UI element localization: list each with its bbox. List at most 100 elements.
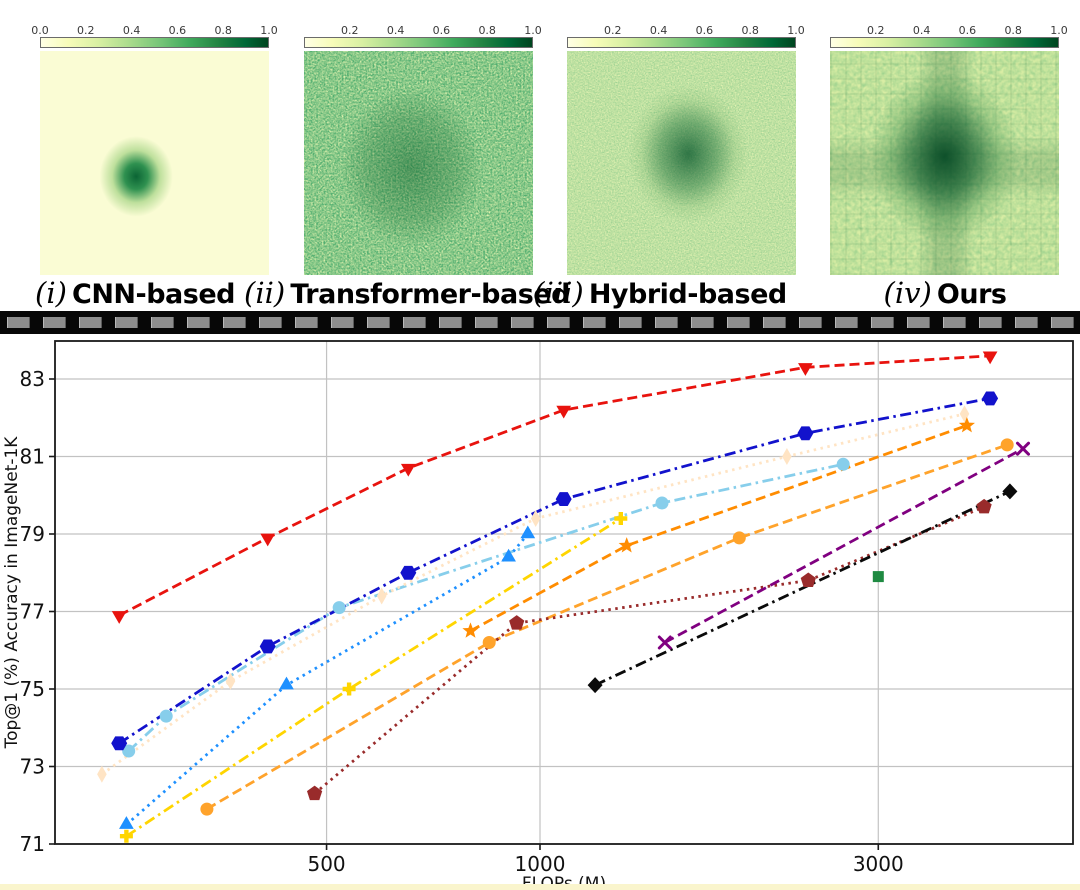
- colorbar-tick-label: 0.4: [912, 24, 931, 37]
- colorbar: [40, 37, 269, 48]
- data-point-marker: [618, 537, 635, 553]
- data-point-marker: [982, 351, 998, 365]
- colorbar-tick-label: 0.0: [31, 24, 49, 37]
- colorbar-tick-label: 0.6: [695, 24, 714, 37]
- data-point-marker: [782, 448, 792, 465]
- erf-blob: [567, 51, 796, 275]
- data-point-marker: [462, 622, 479, 638]
- series-markers: [122, 457, 850, 758]
- colorbar: [830, 37, 1059, 48]
- y-axis-label: Top@1 (%) Accuracy in ImageNet-1K: [2, 436, 22, 750]
- data-point-marker: [111, 611, 127, 624]
- series-line: [664, 447, 1024, 644]
- heatmap-cnn: [40, 51, 269, 275]
- colorbar-tick-label: 0.2: [77, 24, 95, 37]
- data-point-marker: [509, 615, 525, 630]
- x-tick-label: 500: [307, 852, 345, 876]
- colorbar-tick-label: 0.8: [1004, 24, 1022, 37]
- colorbar-tick-label: 0.2: [341, 24, 359, 37]
- colorbar-tick-label: 0.6: [168, 24, 187, 37]
- y-tick-label: 73: [20, 755, 45, 779]
- caption-hybrid: (iii) Hybrid-based: [533, 276, 787, 310]
- erf-panel-hybrid: 0.2 0.4 0.6 0.8 1.0: [567, 24, 805, 275]
- data-point-marker: [279, 676, 294, 690]
- caption-transformer: (ii) Transformer-based: [244, 276, 570, 310]
- data-point-marker: [501, 548, 516, 562]
- colorbar-tick-label: 0.8: [741, 24, 759, 37]
- data-point-marker: [225, 672, 236, 690]
- colorbar: [304, 37, 533, 48]
- heatmap-transformer: [304, 51, 533, 275]
- erf-blob: [304, 51, 533, 275]
- data-point-marker: [797, 426, 814, 441]
- data-point-marker: [1002, 483, 1018, 500]
- series-line: [206, 443, 1008, 811]
- series-line: [125, 533, 529, 826]
- series-line: [118, 354, 991, 617]
- colorbar-tick-label: 1.0: [524, 24, 542, 37]
- data-point-marker: [976, 498, 992, 514]
- series-markers: [119, 512, 628, 843]
- series-line: [594, 490, 1011, 687]
- data-point-marker: [958, 417, 975, 433]
- series-markers: [200, 438, 1014, 816]
- erf-blob: [40, 51, 269, 275]
- accuracy-flops-chart: 71 73 75 77 79 81 83 500 1000 3000 FLOPs (M) Top@1 …: [0, 334, 1080, 890]
- data-point-marker: [332, 601, 346, 615]
- y-tick-label: 75: [20, 677, 45, 701]
- data-point-marker: [119, 829, 133, 843]
- data-point-marker: [342, 682, 356, 696]
- series-markers: [306, 498, 992, 801]
- data-point-marker: [376, 587, 387, 605]
- next-figure-edge: [0, 884, 1080, 890]
- y-tick-label: 81: [20, 445, 45, 469]
- thumbnail-strip-divider: [0, 311, 1080, 334]
- series-markers: [462, 417, 975, 638]
- plot-border: [54, 340, 1074, 845]
- y-tick-label: 79: [20, 522, 45, 546]
- data-point-marker: [530, 510, 541, 527]
- data-point-marker: [200, 802, 214, 816]
- data-point-marker: [982, 391, 999, 406]
- data-point-marker: [657, 635, 672, 650]
- data-point-marker: [732, 531, 746, 545]
- data-point-marker: [400, 565, 417, 580]
- data-point-marker: [306, 785, 323, 801]
- colorbar-tick-label: 0.4: [386, 24, 405, 37]
- series-markers: [587, 483, 1018, 694]
- caption-roman: (ii): [244, 276, 286, 310]
- y-tick-label: 71: [20, 832, 45, 856]
- data-point-marker: [520, 525, 536, 539]
- data-point-marker: [836, 457, 850, 471]
- data-point-marker: [259, 639, 276, 654]
- colorbar-ticks: 0.0 0.2 0.4 0.6 0.8 1.0: [31, 24, 278, 37]
- data-point-marker: [260, 533, 276, 547]
- colorbar-tick-label: 0.4: [122, 24, 141, 37]
- colorbar-ticks: 0.2 0.4 0.6 0.8 1.0: [304, 24, 542, 37]
- x-tick-label: 1000: [515, 852, 566, 876]
- colorbar-ticks: 0.2 0.4 0.6 0.8 1.0: [830, 24, 1068, 37]
- colorbar-tick-label: 0.8: [478, 24, 496, 37]
- series-line: [125, 517, 622, 838]
- data-point-marker: [400, 463, 416, 477]
- heatmap-ours: [830, 51, 1059, 275]
- y-tick-label: 83: [20, 367, 45, 391]
- erf-panel-transformer: 0.2 0.4 0.6 0.8 1.0: [304, 24, 542, 275]
- data-point-marker: [1016, 441, 1030, 456]
- data-point-marker: [587, 677, 603, 694]
- data-point-marker: [872, 571, 884, 583]
- data-point-marker: [482, 636, 496, 649]
- colorbar-ticks: 0.2 0.4 0.6 0.8 1.0: [567, 24, 805, 37]
- erf-blob: [830, 51, 1059, 275]
- data-point-marker: [798, 363, 813, 376]
- data-point-marker: [555, 492, 572, 507]
- caption-roman: (iv): [883, 276, 932, 310]
- data-point-marker: [119, 816, 134, 829]
- caption-roman: (iii): [533, 276, 584, 310]
- series-markers: [119, 525, 536, 829]
- data-point-marker: [614, 512, 628, 525]
- data-point-marker: [1000, 438, 1014, 452]
- caption-cnn: (i) CNN-based: [35, 276, 235, 310]
